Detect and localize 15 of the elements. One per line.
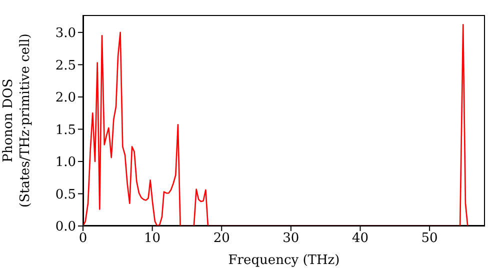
y-tick-label: 2.5 xyxy=(55,58,76,74)
y-tick-label: 3.0 xyxy=(55,26,76,42)
x-tick-label: 0 xyxy=(78,231,88,246)
y-tick-label: 1.5 xyxy=(55,122,76,138)
y-tick-label: 0.5 xyxy=(55,187,76,202)
x-tick-label: 30 xyxy=(282,231,300,246)
x-tick-label: 40 xyxy=(352,231,369,246)
y-tick-label: 2.0 xyxy=(55,90,76,106)
x-tick-label: 10 xyxy=(144,231,161,246)
x-tick-label: 50 xyxy=(421,231,438,246)
y-tick-label: 1.0 xyxy=(55,155,76,170)
x-axis-title: Frequency (THz) xyxy=(228,253,340,268)
y-axis-title: Phonon DOS (States/THz·primitive cell) xyxy=(1,33,33,208)
x-tick-label: 20 xyxy=(213,231,230,246)
y-tick-label: 0.0 xyxy=(55,220,76,235)
